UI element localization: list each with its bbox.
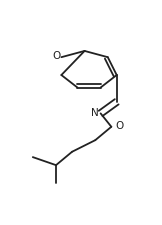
Text: N: N [91,108,99,118]
Text: O: O [53,51,61,61]
Text: O: O [116,121,124,131]
